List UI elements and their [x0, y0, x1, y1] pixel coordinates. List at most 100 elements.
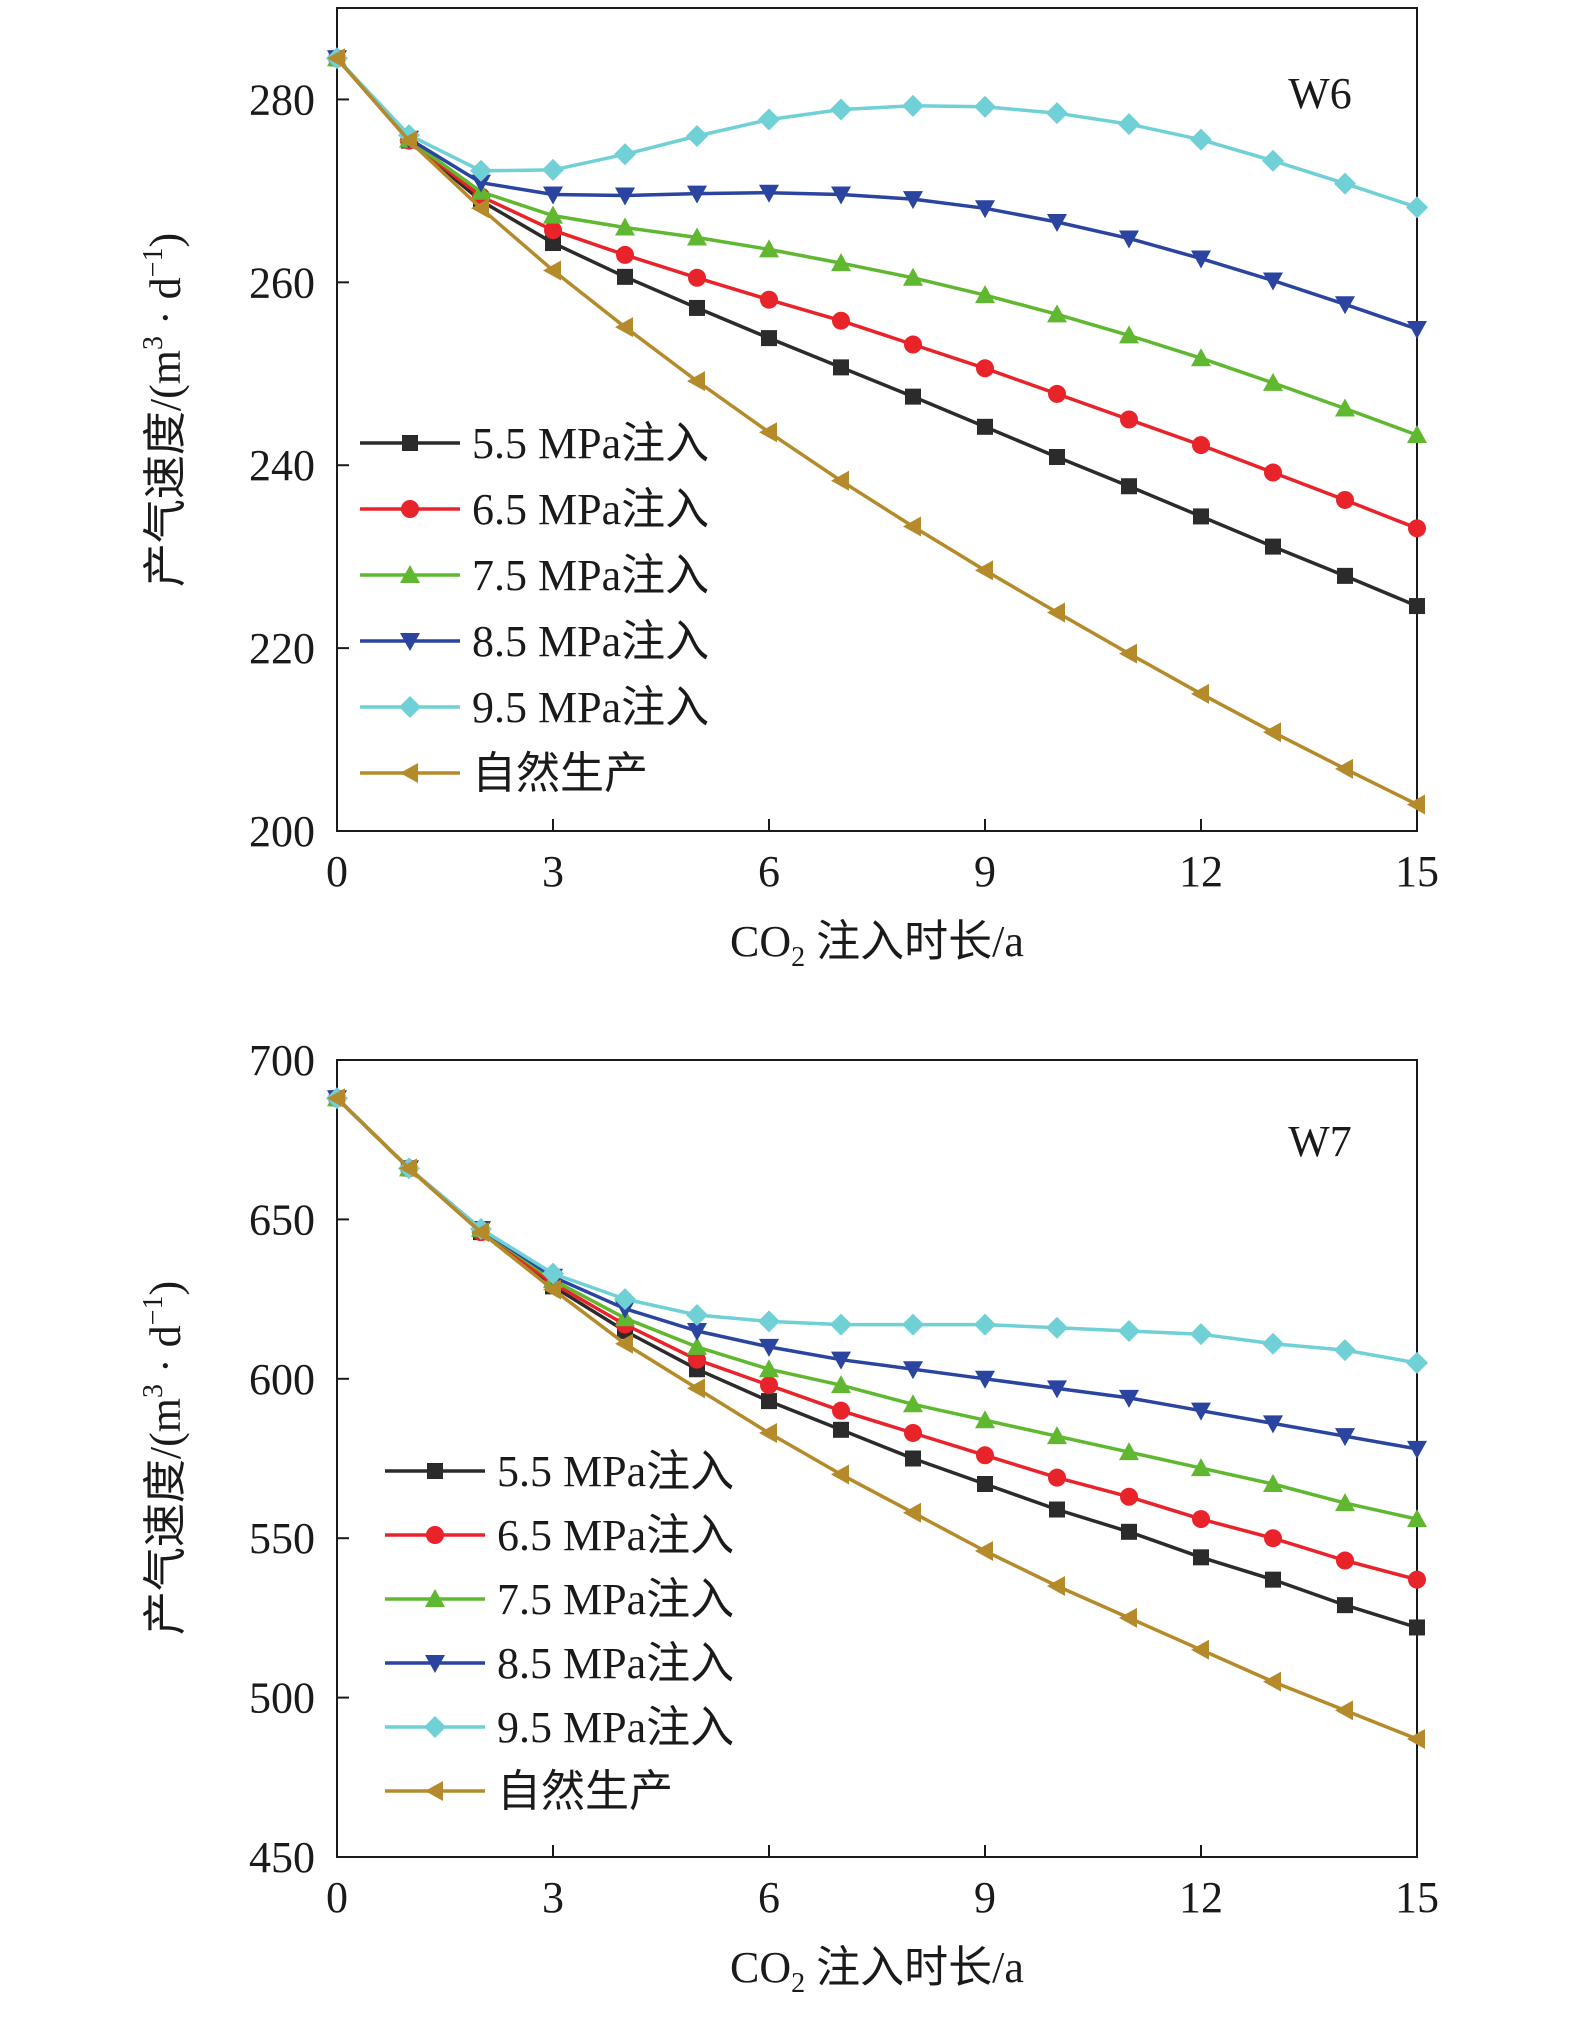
data-point	[1265, 538, 1281, 555]
legend-label: 6.5 MPa注入	[472, 485, 709, 534]
legend-label: 7.5 MPa注入	[497, 1575, 734, 1624]
series-3	[327, 1090, 1427, 1459]
legend-item: 8.5 MPa注入	[385, 1639, 734, 1688]
y-axis-title: 产气速度/(m3 · d−1)	[138, 1281, 190, 1635]
data-point	[832, 311, 850, 330]
data-point	[687, 227, 707, 246]
data-point	[761, 1393, 777, 1410]
data-point	[1190, 1323, 1212, 1346]
data-point	[903, 191, 923, 210]
series-line	[335, 57, 1418, 530]
series-1	[328, 1089, 1426, 1589]
data-point	[1335, 1428, 1355, 1447]
data-point	[1119, 325, 1139, 344]
legend: 5.5 MPa注入 6.5 MPa注入 7.5 MPa注入 8.5 MPa注入 9.5 …	[360, 419, 709, 798]
data-point	[831, 186, 851, 205]
x-axis-title: CO2 注入时长/a	[730, 917, 1024, 973]
data-point	[470, 159, 492, 182]
data-point	[1191, 250, 1211, 269]
data-point	[1406, 196, 1428, 219]
legend-marker	[424, 1716, 446, 1738]
data-point	[903, 1502, 921, 1523]
y-tick-label: 450	[249, 1833, 315, 1882]
data-point	[1047, 1576, 1065, 1597]
series-line	[335, 1097, 1418, 1741]
data-point	[1047, 213, 1067, 232]
data-point	[903, 1361, 923, 1380]
data-point	[1408, 1570, 1426, 1589]
x-axis-title: CO2 注入时长/a	[730, 1943, 1024, 1999]
legend-item: 9.5 MPa注入	[360, 683, 709, 732]
data-point	[977, 418, 993, 435]
data-point	[1264, 1529, 1282, 1548]
data-point	[833, 1421, 849, 1438]
data-point	[1407, 1509, 1427, 1528]
data-point	[1191, 1458, 1211, 1477]
data-point	[759, 184, 779, 203]
legend-item: 自然生产	[385, 1767, 673, 1816]
data-point	[1047, 1426, 1067, 1445]
data-point	[1265, 1571, 1281, 1588]
data-point	[903, 516, 921, 537]
data-point	[759, 239, 779, 258]
legend-label: 8.5 MPa注入	[497, 1639, 734, 1688]
data-point	[1047, 1380, 1067, 1399]
data-point	[1191, 1639, 1209, 1660]
y-tick-label: 240	[249, 441, 315, 490]
data-point	[545, 235, 561, 252]
panel-label: W6	[1288, 69, 1352, 118]
data-point	[687, 371, 705, 392]
data-point	[1190, 128, 1212, 151]
legend-label: 8.5 MPa注入	[472, 617, 709, 666]
data-point	[1335, 1493, 1355, 1512]
data-point	[1263, 272, 1283, 291]
data-point	[327, 48, 345, 69]
data-point	[615, 1333, 633, 1354]
chart-panel-w6: 0 3 6 9 12 15 200 220 240 260 280 CO2 注入时长/a 产气速度/(m…	[138, 7, 1439, 973]
data-point	[976, 359, 994, 378]
data-point	[1336, 1551, 1354, 1570]
legend-item: 自然生产	[360, 749, 648, 798]
x-tick-label: 15	[1395, 1873, 1439, 1922]
data-point	[1407, 794, 1425, 815]
data-point	[904, 1423, 922, 1442]
y-tick-label: 650	[249, 1195, 315, 1244]
data-point	[1408, 519, 1426, 538]
legend-marker	[400, 565, 420, 583]
data-point	[1263, 722, 1281, 743]
data-point	[832, 1401, 850, 1420]
legend-item: 9.5 MPa注入	[385, 1703, 734, 1752]
data-point	[543, 186, 563, 205]
data-point	[1263, 1671, 1281, 1692]
series-4	[326, 1087, 1428, 1374]
x-tick-label: 9	[974, 847, 996, 896]
data-point	[399, 130, 417, 151]
data-point	[1407, 320, 1427, 339]
legend-item: 6.5 MPa注入	[385, 1511, 734, 1560]
x-tick-label: 12	[1179, 1873, 1223, 1922]
data-point	[1121, 1523, 1137, 1540]
data-point	[1192, 1510, 1210, 1529]
data-point	[759, 1422, 777, 1443]
data-point	[831, 253, 851, 272]
data-point	[1337, 1597, 1353, 1614]
data-point	[1409, 598, 1425, 615]
y-tick-label: 600	[249, 1355, 315, 1404]
data-point	[615, 317, 633, 338]
data-point	[974, 1313, 996, 1336]
series-line	[335, 57, 1418, 807]
data-point	[688, 268, 706, 287]
legend-item: 5.5 MPa注入	[360, 419, 709, 468]
data-point	[975, 1540, 993, 1561]
data-point	[975, 1410, 995, 1429]
data-point	[1119, 1442, 1139, 1461]
data-point	[831, 470, 849, 491]
legend-label: 自然生产	[497, 1767, 673, 1816]
data-point	[1334, 172, 1356, 195]
data-point	[399, 1158, 417, 1179]
x-tick-label: 6	[758, 847, 780, 896]
data-point	[1193, 1549, 1209, 1566]
data-point	[1335, 398, 1355, 417]
data-point	[905, 1450, 921, 1467]
data-point	[904, 335, 922, 354]
